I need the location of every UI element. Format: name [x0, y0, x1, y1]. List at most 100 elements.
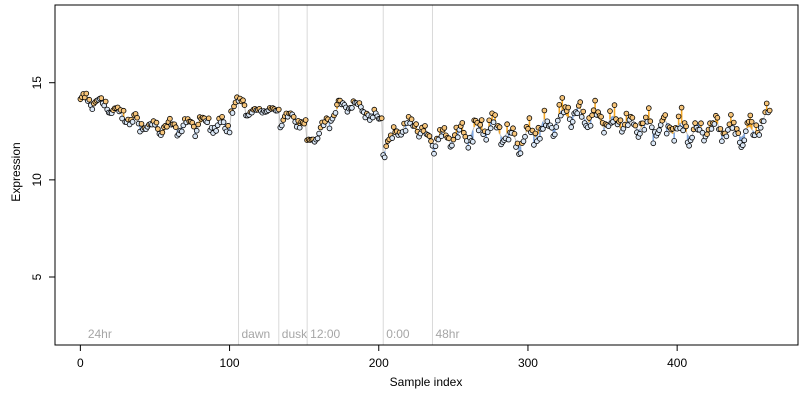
data-point-403	[678, 104, 685, 111]
data-point-398	[671, 138, 677, 144]
data-point-77	[192, 133, 199, 140]
data-point-249	[449, 142, 455, 149]
data-point-55	[159, 129, 166, 136]
data-point-100	[226, 129, 233, 136]
data-point-38	[134, 114, 140, 121]
data-point-135	[278, 122, 285, 129]
data-point-167	[326, 125, 333, 132]
data-point-349	[598, 114, 604, 120]
data-point-222	[408, 116, 415, 122]
data-point-425	[711, 121, 718, 127]
data-point-354	[605, 123, 612, 129]
data-point-295	[517, 150, 524, 157]
data-point-304	[531, 142, 537, 148]
data-point-375	[637, 130, 643, 137]
data-point-242	[438, 133, 445, 140]
data-point-76	[191, 123, 197, 130]
data-point-416	[698, 120, 704, 126]
data-point-462	[766, 107, 773, 114]
data-point-444	[739, 142, 746, 149]
data-point-253	[454, 134, 461, 141]
data-point-404	[680, 127, 686, 134]
data-point-438	[730, 119, 737, 126]
data-point-91	[213, 128, 219, 134]
annotation-label-2: dusk	[282, 327, 308, 341]
data-point-381	[645, 105, 652, 111]
data-point-449	[747, 112, 754, 119]
annotation-label-1: dawn	[242, 327, 271, 341]
x-tick-label-1: 100	[220, 356, 240, 370]
data-point-147	[296, 124, 303, 131]
data-point-370	[629, 115, 636, 121]
data-point-86	[205, 115, 212, 122]
data-point-383	[648, 124, 655, 131]
data-point-456	[757, 125, 764, 131]
data-point-272	[483, 137, 490, 143]
data-point-99	[225, 122, 231, 129]
data-point-336	[578, 114, 585, 120]
data-point-29	[120, 107, 127, 114]
y-tick-label-1: 10	[30, 173, 44, 187]
data-point-362	[617, 117, 624, 123]
y-tick-label-0: 5	[30, 273, 44, 280]
x-tick-label-3: 300	[518, 356, 538, 370]
data-point-377	[639, 120, 646, 127]
data-point-297	[520, 138, 527, 145]
data-point-355	[607, 108, 613, 114]
data-point-210	[390, 124, 397, 130]
data-point-330	[569, 119, 576, 125]
data-point-412	[692, 120, 698, 126]
y-tick-label-2: 15	[30, 76, 44, 90]
data-point-95	[219, 114, 225, 120]
data-point-41	[138, 121, 145, 127]
data-point-343	[589, 112, 595, 118]
data-point-151	[302, 117, 309, 123]
data-point-275	[487, 125, 494, 131]
data-point-263	[469, 139, 476, 145]
data-point-408	[686, 143, 692, 149]
plot-area	[55, 5, 798, 345]
data-point-401	[675, 113, 682, 120]
data-point-434	[725, 127, 731, 133]
data-point-133	[275, 106, 282, 113]
data-point-410	[689, 134, 695, 141]
data-point-298	[522, 133, 528, 140]
data-point-310	[540, 126, 546, 132]
data-point-372	[632, 122, 639, 129]
data-point-311	[541, 107, 548, 114]
data-point-6	[86, 96, 93, 103]
data-point-4	[83, 90, 90, 97]
data-point-406	[683, 123, 689, 130]
data-point-96	[220, 119, 227, 125]
data-point-51	[153, 119, 160, 126]
annotation-label-0: 24hr	[88, 327, 112, 341]
data-point-110	[241, 102, 248, 108]
data-point-301	[526, 115, 533, 121]
data-point-60	[167, 115, 173, 122]
data-point-308	[537, 135, 543, 142]
data-point-182	[349, 105, 355, 111]
data-point-344	[590, 107, 597, 113]
data-point-445	[741, 137, 748, 144]
data-point-237	[431, 150, 437, 157]
data-point-268	[477, 122, 484, 128]
data-point-68	[179, 128, 185, 135]
data-point-305	[532, 130, 539, 137]
data-point-160	[316, 130, 322, 137]
data-point-231	[422, 123, 428, 129]
data-point-14	[98, 95, 105, 101]
data-point-290	[510, 125, 516, 131]
data-point-337	[580, 108, 586, 115]
data-point-109	[240, 97, 246, 103]
data-point-244	[441, 125, 448, 131]
data-point-321	[556, 102, 563, 108]
data-point-450	[748, 119, 755, 125]
annotation-lines	[238, 5, 433, 345]
data-point-205	[383, 143, 390, 150]
data-point-378	[641, 127, 648, 133]
data-point-196	[369, 114, 376, 121]
data-point-430	[719, 138, 725, 145]
data-point-429	[717, 126, 724, 132]
data-point-420	[704, 131, 710, 138]
data-point-79	[195, 121, 202, 128]
